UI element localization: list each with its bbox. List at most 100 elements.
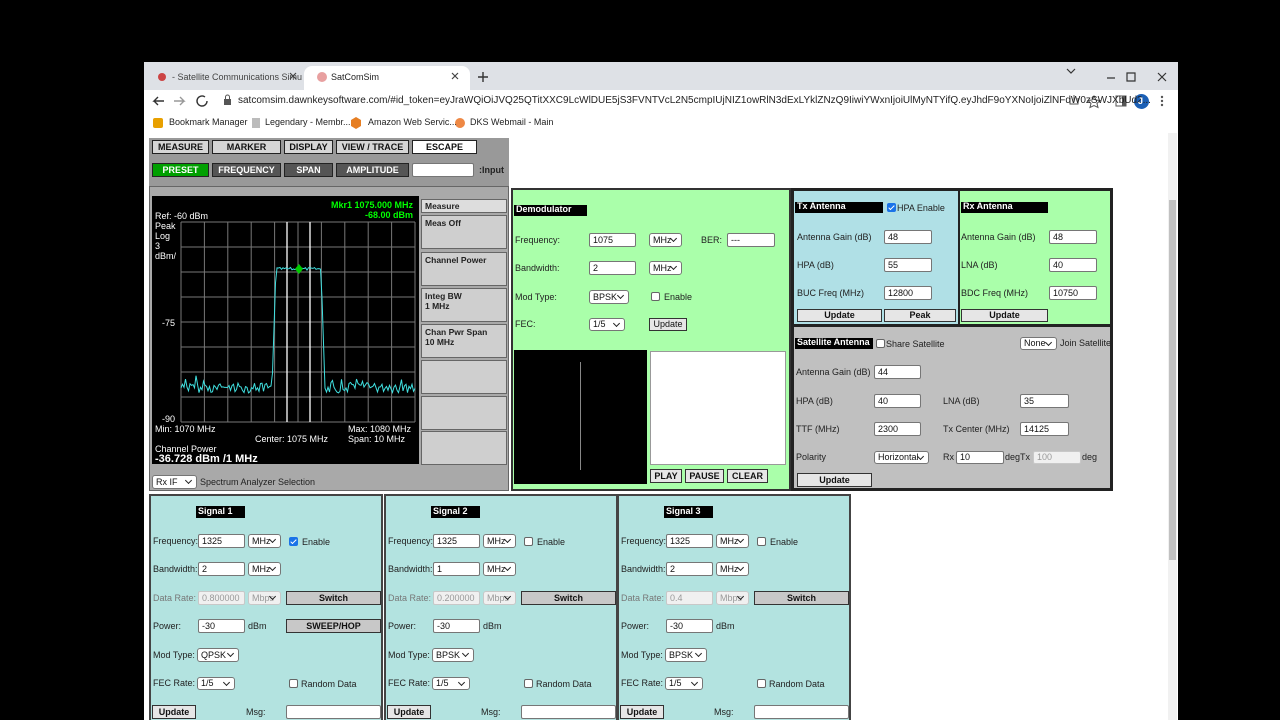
- bookmark[interactable]: Amazon Web Servic...: [368, 117, 457, 127]
- field-input[interactable]: 14125: [1020, 422, 1069, 436]
- field-input[interactable]: 55: [884, 258, 932, 272]
- menu-button[interactable]: MARKER: [212, 140, 281, 154]
- checkbox[interactable]: [524, 537, 533, 546]
- field-input[interactable]: 10750: [1049, 286, 1097, 300]
- field-input[interactable]: 44: [874, 365, 921, 379]
- softkey[interactable]: Integ BW 1 MHz: [421, 288, 507, 322]
- checkbox[interactable]: [524, 679, 533, 688]
- field-input[interactable]: 40: [874, 394, 921, 408]
- peak-button[interactable]: Peak: [884, 309, 956, 322]
- power-input[interactable]: -30: [666, 619, 713, 633]
- unit-select[interactable]: Mbps: [248, 591, 281, 605]
- bandwidth-input[interactable]: 2: [666, 562, 713, 576]
- polarity-select[interactable]: Horizontal: [874, 451, 929, 464]
- bookmark[interactable]: Legendary - Membr...: [265, 117, 351, 127]
- bookmark[interactable]: Bookmark Manager: [169, 117, 248, 127]
- playback-button[interactable]: CLEAR: [727, 469, 768, 483]
- unit-select[interactable]: MHz: [483, 562, 516, 576]
- analyzer-source[interactable]: Rx IF: [152, 475, 197, 489]
- checkbox[interactable]: [289, 537, 298, 546]
- satellite-select[interactable]: None: [1020, 337, 1057, 350]
- fec-select[interactable]: 1/5: [665, 677, 703, 690]
- unit-select[interactable]: MHz: [716, 534, 749, 548]
- data-rate-input[interactable]: 0.4: [666, 591, 713, 605]
- bandwidth-input[interactable]: 2: [198, 562, 245, 576]
- mod-type-select[interactable]: BPSK: [665, 648, 707, 662]
- field-input[interactable]: 2300: [874, 422, 921, 436]
- field-input[interactable]: 12800: [884, 286, 932, 300]
- mod-type-select[interactable]: BPSK: [432, 648, 474, 662]
- unit-select[interactable]: MHz: [248, 562, 281, 576]
- submenu-button[interactable]: FREQUENCY: [212, 163, 281, 177]
- bandwidth-input[interactable]: 1: [433, 562, 480, 576]
- menu-button[interactable]: MEASURE: [152, 140, 209, 154]
- fec-select[interactable]: 1/5: [589, 318, 625, 331]
- submenu-button[interactable]: AMPLITUDE: [336, 163, 409, 177]
- checkbox[interactable]: [757, 537, 766, 546]
- msg-input[interactable]: [754, 705, 849, 719]
- softkey[interactable]: Chan Pwr Span 10 MHz: [421, 324, 507, 358]
- field-input[interactable]: 48: [884, 230, 932, 244]
- fec-select[interactable]: 1/5: [432, 677, 470, 690]
- bandwidth-input[interactable]: 2: [589, 261, 636, 275]
- submenu-button[interactable]: SPAN: [284, 163, 333, 177]
- checkbox[interactable]: [651, 292, 660, 301]
- unit-select[interactable]: MHz: [649, 261, 682, 275]
- softkey[interactable]: [421, 396, 507, 430]
- mod-type-select[interactable]: QPSK: [197, 648, 239, 662]
- frequency-input[interactable]: 1325: [198, 534, 245, 548]
- softkey[interactable]: [421, 360, 507, 394]
- field-input[interactable]: 48: [1049, 230, 1097, 244]
- unit-select[interactable]: MHz: [716, 562, 749, 576]
- update-button[interactable]: Update: [620, 705, 664, 719]
- switch-button[interactable]: Switch: [286, 591, 381, 605]
- power-input[interactable]: -30: [433, 619, 480, 633]
- unit-select[interactable]: Mbps: [716, 591, 749, 605]
- softkey[interactable]: Meas Off: [421, 215, 507, 249]
- menu-button[interactable]: DISPLAY: [284, 140, 333, 154]
- softkey[interactable]: [421, 431, 507, 465]
- update-button[interactable]: Update: [152, 705, 196, 719]
- update-button[interactable]: Update: [961, 309, 1048, 322]
- data-rate-input[interactable]: 0.800000: [198, 591, 245, 605]
- sweep-hop-button[interactable]: SWEEP/HOP: [286, 619, 381, 633]
- checkbox[interactable]: [757, 679, 766, 688]
- ber-output[interactable]: ---: [727, 233, 775, 247]
- profile-avatar[interactable]: [1134, 94, 1149, 109]
- update-button[interactable]: Update: [387, 705, 431, 719]
- frequency-input[interactable]: 1075: [589, 233, 636, 247]
- msg-input[interactable]: [521, 705, 616, 719]
- update-button[interactable]: Update: [797, 309, 882, 322]
- checkbox[interactable]: [887, 203, 896, 212]
- unit-select[interactable]: MHz: [649, 233, 682, 247]
- frequency-input[interactable]: 1325: [666, 534, 713, 548]
- checkbox[interactable]: [876, 339, 885, 348]
- playback-button[interactable]: PAUSE: [685, 469, 724, 483]
- menu-button[interactable]: ESCAPE: [412, 140, 477, 154]
- unit-select[interactable]: MHz: [483, 534, 516, 548]
- menu-button[interactable]: VIEW / TRACE: [336, 140, 409, 154]
- msg-input[interactable]: [286, 705, 381, 719]
- field-input[interactable]: 35: [1020, 394, 1069, 408]
- unit-select[interactable]: MHz: [248, 534, 281, 548]
- switch-button[interactable]: Switch: [521, 591, 616, 605]
- field-input[interactable]: 100: [1033, 451, 1081, 464]
- mod-type-select[interactable]: BPSK: [589, 290, 629, 304]
- playback-button[interactable]: PLAY: [650, 469, 682, 483]
- scroll-thumb[interactable]: [1169, 200, 1176, 560]
- field-input[interactable]: 10: [956, 451, 1004, 464]
- data-rate-input[interactable]: 0.200000: [433, 591, 480, 605]
- analyzer-input[interactable]: [412, 163, 474, 177]
- checkbox[interactable]: [289, 679, 298, 688]
- softkey[interactable]: Channel Power: [421, 252, 507, 286]
- fec-select[interactable]: 1/5: [197, 677, 235, 690]
- bookmark[interactable]: DKS Webmail - Main: [470, 117, 554, 127]
- frequency-input[interactable]: 1325: [433, 534, 480, 548]
- update-button[interactable]: Update: [797, 473, 872, 487]
- unit-select[interactable]: Mbps: [483, 591, 516, 605]
- field-input[interactable]: 40: [1049, 258, 1097, 272]
- power-input[interactable]: -30: [198, 619, 245, 633]
- update-button[interactable]: Update: [649, 318, 687, 331]
- submenu-button[interactable]: PRESET: [152, 163, 209, 177]
- switch-button[interactable]: Switch: [754, 591, 849, 605]
